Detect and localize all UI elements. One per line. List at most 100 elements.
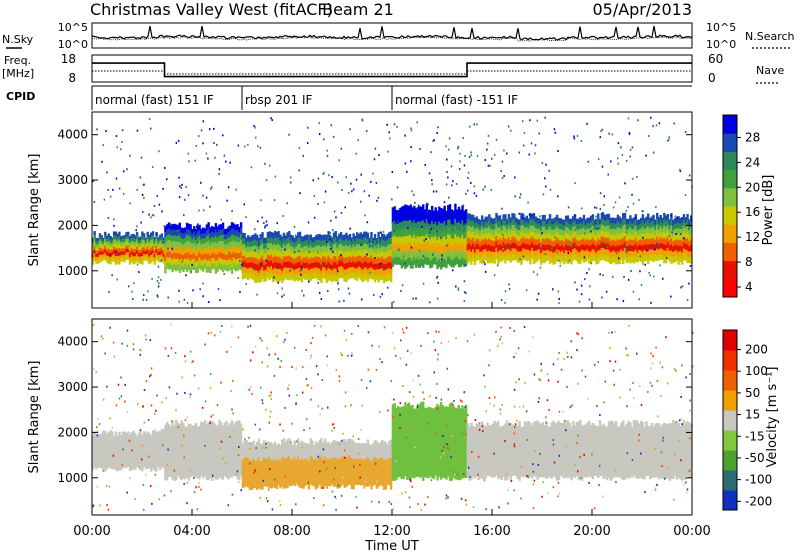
data-mark <box>304 246 307 253</box>
data-mark <box>625 224 629 231</box>
data-mark <box>320 450 323 458</box>
data-mark <box>300 452 304 459</box>
data-mark <box>618 257 621 265</box>
data-mark <box>264 243 268 249</box>
data-mark <box>411 207 414 216</box>
data-mark <box>200 259 203 266</box>
data-mark <box>643 218 646 225</box>
data-mark <box>205 236 209 243</box>
data-mark <box>270 265 273 273</box>
data-mark <box>218 224 221 231</box>
data-mark <box>132 241 135 246</box>
data-mark <box>473 246 477 254</box>
data-mark <box>309 472 312 479</box>
scatter-mark <box>220 218 222 221</box>
data-mark <box>332 474 336 481</box>
data-mark <box>491 229 495 236</box>
data-mark <box>427 442 430 452</box>
data-mark <box>264 269 268 276</box>
data-mark <box>370 267 373 274</box>
data-mark <box>100 450 103 456</box>
data-mark <box>98 434 102 439</box>
data-mark <box>295 464 298 471</box>
data-mark <box>234 264 237 272</box>
data-mark <box>134 437 137 443</box>
data-mark <box>486 222 489 229</box>
data-mark <box>198 246 201 253</box>
data-mark <box>289 251 293 258</box>
data-mark <box>618 245 621 253</box>
data-mark <box>111 240 114 244</box>
data-mark <box>182 443 185 452</box>
data-mark <box>211 435 214 444</box>
data-mark <box>214 445 218 453</box>
data-mark <box>516 240 520 247</box>
data-mark <box>130 450 133 457</box>
data-mark <box>377 244 380 252</box>
data-mark <box>275 268 279 276</box>
data-mark <box>464 244 468 253</box>
data-mark <box>116 241 119 246</box>
data-mark <box>203 243 207 249</box>
data-mark <box>155 466 158 472</box>
data-mark <box>112 235 116 240</box>
data-mark <box>95 442 98 448</box>
data-mark <box>198 241 201 247</box>
scatter-mark <box>109 195 112 198</box>
data-mark <box>194 456 198 465</box>
data-mark <box>432 230 436 238</box>
data-mark <box>673 250 677 257</box>
data-mark <box>591 243 595 250</box>
scatter-mark <box>163 225 165 228</box>
data-mark <box>232 262 236 270</box>
data-mark <box>272 481 275 488</box>
data-mark <box>386 474 389 481</box>
scatter-mark <box>443 201 446 204</box>
scatter-mark <box>600 130 602 133</box>
data-mark <box>591 255 595 262</box>
data-mark <box>105 433 109 439</box>
data-mark <box>548 232 552 240</box>
data-mark <box>373 473 377 480</box>
data-mark <box>148 238 151 243</box>
data-mark <box>282 456 286 464</box>
data-mark <box>135 447 139 452</box>
data-mark <box>202 463 205 472</box>
cpid-segments: normal (fast) 151 IF rbsp 201 IF normal (f… <box>91 86 518 110</box>
scatter-mark <box>337 288 340 291</box>
data-mark <box>372 258 375 265</box>
data-mark <box>389 262 393 270</box>
data-mark <box>495 253 498 260</box>
scatter-mark <box>542 193 545 196</box>
data-mark <box>425 211 429 220</box>
data-mark <box>309 263 312 270</box>
scatter-mark <box>568 259 571 262</box>
data-mark <box>116 444 119 450</box>
data-mark <box>652 238 655 245</box>
data-mark <box>314 459 318 466</box>
data-mark <box>648 238 652 245</box>
data-mark <box>377 263 380 270</box>
scatter-mark <box>601 296 603 299</box>
data-mark <box>377 238 380 245</box>
data-mark <box>559 240 562 247</box>
scatter-mark <box>545 163 547 166</box>
scatter-mark <box>658 122 661 125</box>
data-mark <box>414 442 418 452</box>
data-mark <box>659 242 662 249</box>
data-mark <box>405 205 409 214</box>
data-mark <box>413 227 416 236</box>
data-mark <box>291 235 295 242</box>
data-mark <box>314 465 318 472</box>
data-mark <box>198 230 201 237</box>
data-mark <box>304 257 307 264</box>
data-mark <box>484 248 487 255</box>
data-mark <box>232 240 236 247</box>
data-mark <box>211 231 214 238</box>
data-mark <box>196 249 200 256</box>
data-mark <box>405 220 409 229</box>
data-mark <box>200 428 203 436</box>
data-mark <box>622 244 625 252</box>
data-mark <box>630 250 634 257</box>
data-mark <box>191 249 194 255</box>
